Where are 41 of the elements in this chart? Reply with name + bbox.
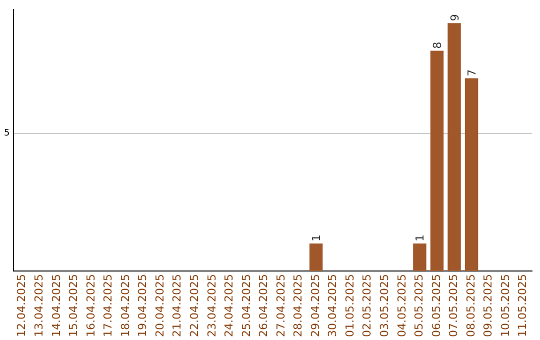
x-tick-label: 26.04.2025 [257, 274, 270, 338]
x-tick-label: 10.05.2025 [498, 274, 512, 338]
x-tick-label: 16.04.2025 [84, 274, 98, 338]
x-tick-label: 09.05.2025 [482, 274, 495, 338]
x-tick-label: 28.04.2025 [292, 274, 305, 338]
data-label: 1 [414, 234, 427, 242]
bar [430, 50, 444, 272]
x-tick-label: 18.04.2025 [118, 274, 132, 338]
x-tick-label: 29.04.2025 [308, 274, 322, 338]
x-tick-label: 23.04.2025 [205, 274, 218, 338]
bar [309, 243, 323, 272]
x-tick-label: 22.04.2025 [188, 274, 201, 338]
x-tick-label: 13.04.2025 [32, 274, 46, 338]
x-tick-label: 06.05.2025 [430, 274, 443, 338]
x-tick-label: 27.04.2025 [274, 274, 288, 338]
x-tick-label: 12.04.2025 [15, 274, 28, 338]
data-label: 8 [430, 42, 444, 49]
bar [413, 243, 426, 272]
bar [448, 23, 461, 272]
x-tick-label: 05.05.2025 [412, 274, 426, 338]
x-tick-label: 04.05.2025 [395, 274, 408, 338]
x-tick-label: 11.05.2025 [516, 274, 530, 338]
x-tick-label: 24.04.2025 [222, 274, 236, 338]
x-tick-label: 08.05.2025 [464, 274, 478, 338]
x-tick-label: 07.05.2025 [447, 274, 460, 338]
data-label: 7 [466, 69, 479, 76]
x-tick-label: 03.05.2025 [378, 274, 392, 338]
x-tick-label: 20.04.2025 [153, 274, 166, 338]
x-tick-label: 19.04.2025 [136, 274, 150, 338]
x-tick-label: 14.04.2025 [50, 274, 63, 338]
x-tick-label: 25.04.2025 [240, 274, 253, 338]
data-label: 1 [310, 234, 324, 242]
x-tick-label: 15.04.2025 [67, 274, 80, 338]
x-tick-label: 01.05.2025 [343, 274, 356, 338]
data-label: 9 [448, 14, 462, 22]
x-tick-label: 30.04.2025 [326, 274, 340, 338]
x-tick-label: 02.05.2025 [360, 274, 374, 338]
bar [464, 78, 478, 272]
x-tick-label: 21.04.2025 [170, 274, 184, 338]
y-tick-label: 5 [4, 128, 10, 139]
x-tick-label: 17.04.2025 [102, 274, 115, 338]
